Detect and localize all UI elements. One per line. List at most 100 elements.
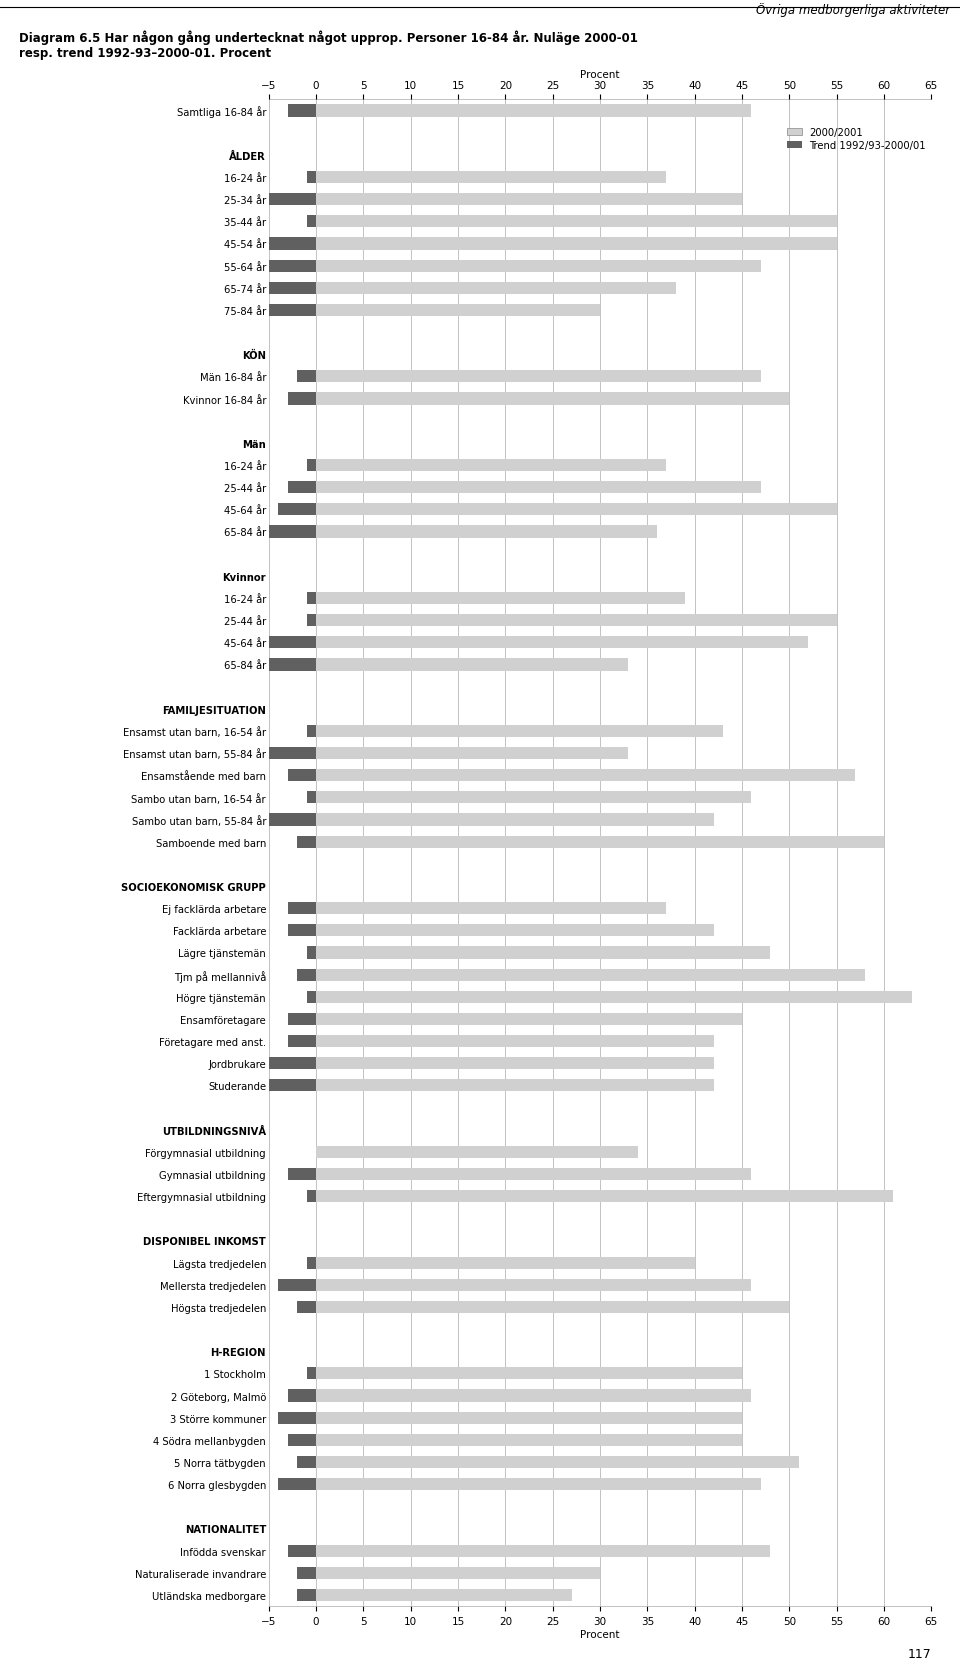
Bar xyxy=(316,105,752,117)
Bar xyxy=(316,748,629,760)
Bar xyxy=(316,1256,695,1268)
Bar xyxy=(316,1456,799,1469)
Bar xyxy=(316,1146,637,1158)
Bar xyxy=(316,525,657,539)
Bar xyxy=(316,1278,752,1292)
Bar xyxy=(316,371,761,383)
Bar xyxy=(288,105,316,117)
Bar xyxy=(316,304,600,316)
Bar xyxy=(316,216,836,228)
Bar xyxy=(316,791,752,805)
Bar xyxy=(288,925,316,937)
Bar xyxy=(316,1367,742,1380)
Bar xyxy=(269,1079,316,1092)
Bar xyxy=(288,1168,316,1181)
Bar xyxy=(306,460,316,472)
Bar xyxy=(316,283,676,294)
Bar xyxy=(250,238,316,251)
Bar xyxy=(288,393,316,405)
Bar xyxy=(298,1589,316,1601)
Bar xyxy=(316,393,789,405)
Bar xyxy=(316,1568,600,1579)
Bar xyxy=(316,1191,894,1203)
Bar xyxy=(306,1256,316,1268)
Bar xyxy=(316,592,685,604)
Bar xyxy=(269,194,316,206)
Bar xyxy=(269,815,316,826)
Bar xyxy=(306,1367,316,1380)
Bar xyxy=(278,1412,316,1424)
Bar xyxy=(316,1036,713,1047)
Bar xyxy=(316,815,713,826)
Text: 117: 117 xyxy=(907,1646,931,1660)
Bar xyxy=(278,1278,316,1292)
Legend: 2000/2001, Trend 1992/93-2000/01: 2000/2001, Trend 1992/93-2000/01 xyxy=(786,127,926,151)
Bar xyxy=(306,791,316,805)
Bar xyxy=(316,1014,742,1026)
Bar xyxy=(316,261,761,273)
Bar xyxy=(316,969,865,980)
Bar xyxy=(288,482,316,494)
X-axis label: Procent: Procent xyxy=(580,70,620,80)
Bar xyxy=(288,1544,316,1558)
Bar xyxy=(316,925,713,937)
Bar xyxy=(316,1412,742,1424)
Bar xyxy=(316,1057,713,1069)
Bar xyxy=(306,614,316,627)
Bar xyxy=(288,770,316,781)
Bar xyxy=(306,172,316,184)
Bar xyxy=(316,504,836,515)
Bar xyxy=(316,637,808,649)
X-axis label: Procent: Procent xyxy=(580,1628,620,1638)
Bar xyxy=(316,947,770,959)
Text: Övriga medborgerliga aktiviteter: Övriga medborgerliga aktiviteter xyxy=(756,3,950,17)
Bar xyxy=(269,525,316,539)
Bar xyxy=(306,947,316,959)
Bar xyxy=(240,748,316,760)
Bar xyxy=(298,371,316,383)
Bar xyxy=(316,482,761,494)
Bar xyxy=(316,172,666,184)
Bar xyxy=(288,902,316,915)
Bar xyxy=(306,726,316,738)
Bar xyxy=(259,1057,316,1069)
Bar xyxy=(316,726,723,738)
Bar xyxy=(316,614,836,627)
Bar xyxy=(259,637,316,649)
Bar xyxy=(298,836,316,848)
Bar xyxy=(288,1390,316,1402)
Bar xyxy=(250,659,316,671)
Bar xyxy=(316,836,884,848)
Bar xyxy=(316,902,666,915)
Bar xyxy=(306,216,316,228)
Bar xyxy=(288,1434,316,1445)
Bar xyxy=(316,1168,752,1181)
Bar xyxy=(298,1456,316,1469)
Bar xyxy=(316,1390,752,1402)
Bar xyxy=(316,194,742,206)
Bar xyxy=(240,304,316,316)
Bar xyxy=(316,460,666,472)
Bar xyxy=(298,969,316,980)
Bar xyxy=(298,1302,316,1313)
Text: Diagram 6.5 Har någon gång undertecknat något upprop. Personer 16-84 år. Nuläge : Diagram 6.5 Har någon gång undertecknat … xyxy=(19,30,638,45)
Bar xyxy=(259,261,316,273)
Bar xyxy=(298,1568,316,1579)
Bar xyxy=(316,1544,770,1558)
Bar xyxy=(278,504,316,515)
Bar xyxy=(316,1434,742,1445)
Bar xyxy=(316,1079,713,1092)
Bar xyxy=(316,1302,789,1313)
Bar xyxy=(316,770,855,781)
Text: resp. trend 1992-93–2000-01. Procent: resp. trend 1992-93–2000-01. Procent xyxy=(19,47,272,60)
Bar xyxy=(316,1479,761,1491)
Bar xyxy=(306,592,316,604)
Bar xyxy=(306,990,316,1004)
Bar xyxy=(306,1191,316,1203)
Bar xyxy=(288,1014,316,1026)
Bar xyxy=(288,1036,316,1047)
Bar xyxy=(316,1589,571,1601)
Bar xyxy=(316,238,836,251)
Bar xyxy=(316,990,912,1004)
Bar xyxy=(316,659,629,671)
